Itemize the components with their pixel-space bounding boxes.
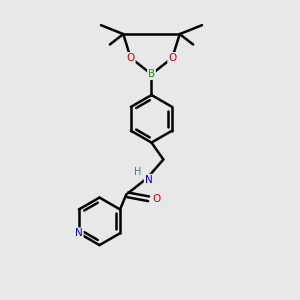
Text: B: B xyxy=(148,69,155,79)
Text: N: N xyxy=(145,175,152,185)
Text: O: O xyxy=(127,53,135,63)
Text: N: N xyxy=(75,228,83,238)
Text: O: O xyxy=(152,194,161,204)
Text: O: O xyxy=(168,53,176,63)
Text: H: H xyxy=(134,167,141,177)
